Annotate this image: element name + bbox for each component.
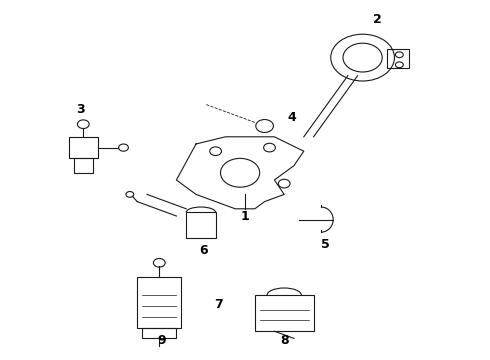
- Text: 5: 5: [321, 238, 330, 251]
- Text: 9: 9: [157, 334, 166, 347]
- Text: 2: 2: [373, 13, 382, 26]
- Bar: [137, 277, 181, 328]
- Bar: [69, 137, 98, 158]
- Bar: [142, 328, 176, 338]
- Text: 8: 8: [280, 334, 289, 347]
- Text: 6: 6: [199, 244, 208, 257]
- Bar: [74, 158, 93, 173]
- Text: 4: 4: [287, 111, 296, 123]
- Text: 3: 3: [76, 103, 85, 116]
- Bar: [186, 212, 216, 238]
- Text: 1: 1: [241, 210, 249, 222]
- Bar: [255, 295, 314, 331]
- Bar: [387, 49, 409, 68]
- Text: 7: 7: [214, 298, 222, 311]
